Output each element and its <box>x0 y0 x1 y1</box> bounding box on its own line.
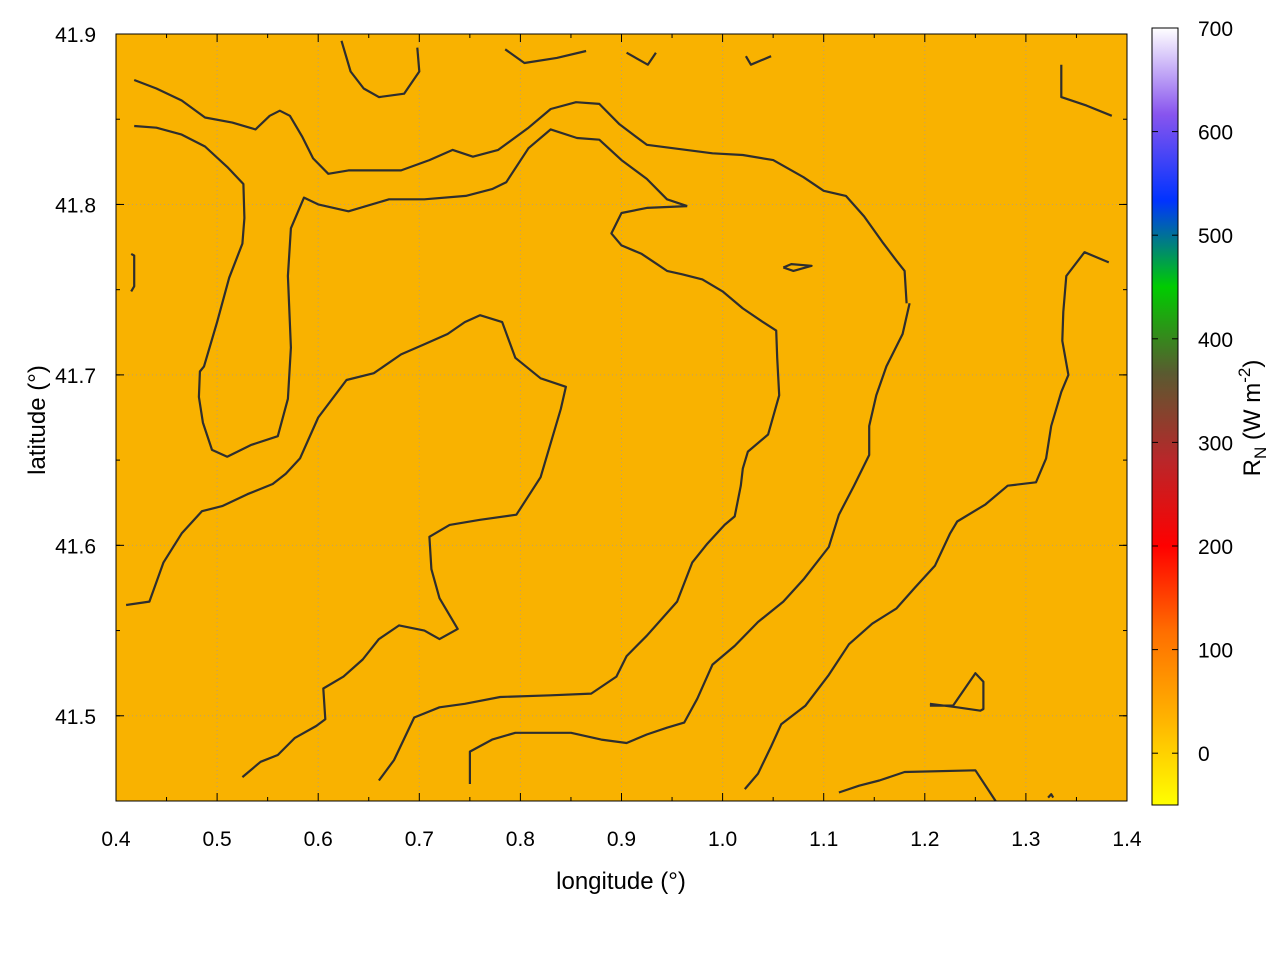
colorbar-tick-label: 500 <box>1198 225 1233 248</box>
axis-ticks <box>115 33 1128 802</box>
colorbar-tick-label: 300 <box>1198 432 1233 455</box>
x-tick-label: 0.9 <box>607 828 636 851</box>
colorbar-tick-labels: 0 100 200 300 400 500 600 700 <box>1198 18 1233 766</box>
x-axis-tick-labels: 0.4 0.5 0.6 0.7 0.8 0.9 1.0 1.1 1.2 1.3 1.4 <box>101 828 1142 851</box>
x-tick-label: 1.0 <box>708 828 737 851</box>
x-axis-title: longitude (°) <box>556 868 686 895</box>
y-tick-label: 41.7 <box>55 365 96 388</box>
contour-line <box>378 205 781 782</box>
colorbar <box>1151 27 1179 806</box>
contour-line <box>782 263 813 272</box>
contour-line <box>468 303 911 784</box>
contour-line <box>744 55 772 66</box>
colorbar-tick-label: 100 <box>1198 640 1233 663</box>
y-axis-title: latitude (°) <box>24 365 51 475</box>
contour-line <box>929 672 985 712</box>
colorbar-tick-label: 700 <box>1198 18 1233 41</box>
colorbar-title: RN (W m-2) <box>1235 360 1270 477</box>
contour-line <box>340 40 421 99</box>
contour-lines <box>125 40 1113 802</box>
colorbar-tick-label: 600 <box>1198 122 1233 145</box>
colorbar-tick-label: 400 <box>1198 329 1233 352</box>
contour-line <box>1047 793 1055 799</box>
heatmap-field <box>116 34 1127 801</box>
x-tick-label: 0.5 <box>202 828 231 851</box>
x-tick-label: 0.8 <box>506 828 535 851</box>
contour-line <box>133 78 908 304</box>
colorbar-tick-label: 0 <box>1198 743 1210 766</box>
colorbar-tick-label: 200 <box>1198 536 1233 559</box>
contour-line <box>125 314 568 778</box>
contour-line <box>838 769 997 802</box>
x-tick-label: 1.1 <box>809 828 838 851</box>
contour-line <box>626 51 657 66</box>
y-axis-tick-labels: 41.5 41.6 41.7 41.8 41.9 <box>55 24 96 729</box>
x-tick-label: 1.4 <box>1112 828 1142 851</box>
x-tick-label: 1.2 <box>910 828 939 851</box>
x-tick-label: 0.6 <box>304 828 333 851</box>
x-tick-label: 1.3 <box>1011 828 1040 851</box>
x-tick-label: 0.4 <box>101 828 131 851</box>
contour-line <box>504 48 587 65</box>
colorbar-ticks <box>1152 27 1178 754</box>
contour-line <box>134 124 688 458</box>
y-tick-label: 41.8 <box>55 194 96 217</box>
x-tick-label: 0.7 <box>405 828 434 851</box>
contour-line <box>743 251 1110 790</box>
y-tick-label: 41.9 <box>55 24 96 47</box>
contour-line <box>130 252 136 292</box>
contour-line <box>1060 64 1113 117</box>
y-tick-label: 41.6 <box>55 535 96 558</box>
y-tick-label: 41.5 <box>55 706 96 729</box>
